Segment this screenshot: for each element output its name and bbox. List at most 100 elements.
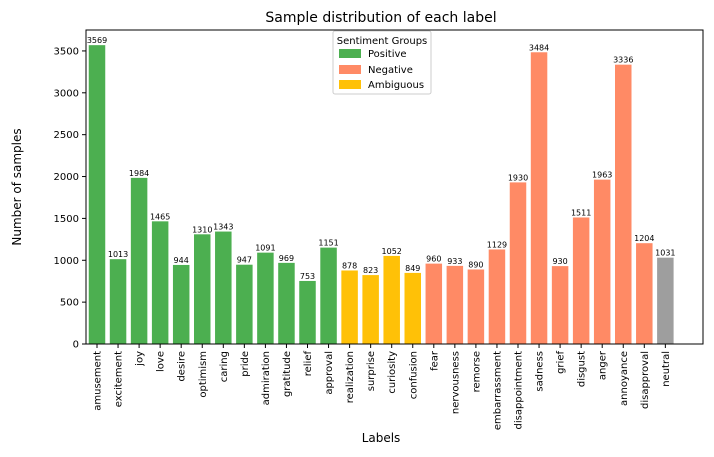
bar-realization: [341, 270, 358, 344]
bar-value-label: 1963: [592, 171, 612, 180]
legend: Sentiment Groups Positive Negative Ambig…: [332, 30, 432, 95]
bar-value-label: 1129: [487, 240, 507, 249]
bar-value-label: 1310: [192, 225, 212, 234]
bar-nervousness: [446, 265, 464, 344]
x-tick-label: neutral: [661, 351, 672, 387]
bar-value-label: 3484: [529, 43, 549, 52]
x-tick-label: approval: [324, 351, 335, 395]
x-tick-label: confusion: [408, 351, 419, 399]
bar-remorse: [467, 269, 485, 344]
x-tick-label: admiration: [261, 351, 272, 405]
legend-box: [332, 30, 432, 95]
x-tick-label: pride: [240, 351, 251, 377]
bar-value-label: 3569: [87, 36, 107, 45]
x-tick-label: relief: [303, 351, 314, 377]
x-tick-label: annoyance: [619, 351, 630, 406]
bar-value-label: 1930: [508, 173, 528, 182]
bar-value-label: 878: [342, 261, 357, 270]
bar-anger: [593, 179, 611, 344]
bar-amusement: [88, 45, 106, 345]
bar-value-label: 1052: [382, 247, 402, 256]
bar-optimism: [194, 234, 211, 344]
legend-label-positive: Positive: [368, 49, 407, 60]
bar-value-label: 930: [552, 257, 567, 266]
x-tick-label: gratitude: [282, 351, 293, 397]
x-tick-label: nervousness: [450, 351, 461, 414]
bar-value-label: 960: [426, 255, 441, 264]
bar-value-label: 823: [363, 266, 378, 275]
y-tick-label: 2000: [54, 172, 79, 183]
bar-value-label: 1511: [571, 208, 591, 217]
bar-neutral: [657, 257, 674, 344]
bar-embarrassment: [488, 249, 506, 344]
x-axis-title: Labels: [362, 431, 401, 445]
y-tick-label: 1500: [54, 214, 79, 225]
x-tick-label: fear: [429, 350, 440, 371]
bar-value-label: 1343: [213, 223, 233, 232]
bar-pride: [236, 264, 253, 344]
bar-value-label: 933: [447, 257, 462, 266]
x-tick-label: amusement: [93, 351, 104, 411]
x-tick-label: surprise: [366, 351, 377, 391]
y-tick-label: 3500: [54, 46, 79, 57]
x-tick-label: optimism: [198, 351, 209, 398]
chart-title: Sample distribution of each label: [265, 10, 496, 26]
y-axis: 0 500 1000 1500 2000 2500 3000 3500: [54, 46, 86, 351]
y-tick-label: 3000: [54, 88, 79, 99]
bar-surprise: [362, 275, 379, 344]
y-tick-label: 1000: [54, 256, 79, 267]
x-tick-label: remorse: [471, 351, 482, 392]
bar-value-label: 1151: [318, 239, 338, 248]
bar-value-label: 947: [237, 256, 252, 265]
x-tick-label: disappointment: [514, 351, 525, 430]
bar-value-label: 1204: [634, 234, 654, 243]
bar-desire: [172, 264, 190, 344]
bar-caring: [215, 231, 232, 344]
legend-label-negative: Negative: [368, 65, 413, 76]
x-tick-label: embarrassment: [492, 351, 503, 430]
bar-joy: [130, 177, 148, 344]
bar-value-label: 890: [468, 260, 483, 269]
legend-swatch-positive: [339, 49, 361, 58]
bar-value-label: 1465: [150, 212, 170, 221]
bar-gratitude: [278, 262, 295, 344]
bar-disgust: [572, 217, 590, 344]
bar-value-label: 753: [300, 272, 315, 281]
x-axis: amusement excitement joy love desire optimism…: [93, 344, 672, 430]
bar-disapproval: [636, 243, 653, 344]
y-tick-label: 500: [60, 298, 79, 309]
x-tick-label: realization: [345, 351, 356, 403]
x-tick-label: joy: [135, 351, 146, 367]
bar-grief: [551, 266, 569, 344]
bar-curiosity: [383, 255, 400, 344]
bar-disappointment: [509, 182, 527, 344]
bar-excitement: [109, 259, 127, 344]
legend-title: Sentiment Groups: [337, 36, 428, 47]
bar-sadness: [530, 52, 548, 344]
bar-value-label: 969: [279, 254, 294, 263]
bar-relief: [299, 280, 316, 344]
bar-value-label: 1031: [655, 249, 675, 258]
x-tick-label: love: [156, 351, 167, 372]
bar-value-label: 1984: [129, 169, 149, 178]
legend-swatch-ambiguous: [339, 80, 361, 89]
y-axis-title: Number of samples: [10, 128, 24, 245]
bar-value-label: 1013: [108, 250, 128, 259]
x-tick-label: caring: [219, 351, 230, 382]
x-tick-label: sadness: [535, 351, 546, 392]
x-tick-label: desire: [177, 351, 188, 382]
x-tick-label: anger: [598, 350, 609, 380]
bar-value-label: 1091: [255, 244, 275, 253]
y-tick-label: 2500: [54, 130, 79, 141]
bar-value-label: 944: [174, 256, 189, 265]
bar-value-label: 3336: [613, 56, 633, 65]
x-tick-label: disapproval: [640, 351, 651, 409]
bar-admiration: [257, 252, 274, 344]
x-tick-label: disgust: [577, 351, 588, 387]
bar-confusion: [404, 272, 421, 344]
bar-annoyance: [615, 64, 632, 345]
plot-frame: [85, 29, 704, 345]
bar-fear: [425, 263, 443, 344]
bar-approval: [320, 247, 337, 344]
